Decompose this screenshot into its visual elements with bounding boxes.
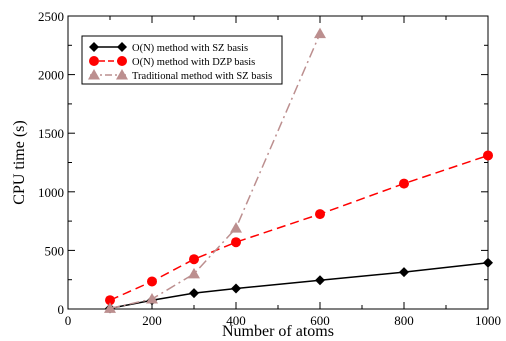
data-point [315, 275, 325, 286]
legend-entry-label: Traditional method with SZ basis [132, 71, 272, 82]
data-point [231, 237, 241, 248]
series-layer [104, 27, 493, 314]
legend-box [81, 35, 283, 85]
series-line [109, 33, 321, 310]
data-point [231, 283, 241, 294]
series-2 [105, 150, 493, 306]
x-tick-label: 1000 [475, 313, 501, 328]
data-point [399, 267, 409, 278]
data-point [189, 254, 199, 265]
data-point [189, 288, 199, 299]
series-line [109, 154, 489, 301]
data-point [483, 257, 493, 268]
series-1 [105, 257, 493, 314]
y-tick-label: 1500 [38, 126, 64, 141]
y-tick-label: 2000 [38, 68, 64, 83]
data-point [146, 293, 158, 304]
legend-entry-label: O(N) method with DZP basis [132, 57, 255, 68]
data-point [314, 27, 326, 39]
series-line [109, 261, 489, 310]
y-tick-label: 500 [45, 243, 65, 258]
data-point [104, 302, 116, 313]
x-tick-label: 400 [226, 313, 246, 328]
x-tick-label: 0 [65, 313, 72, 328]
series-3 [104, 27, 326, 313]
x-tick-label: 200 [142, 313, 162, 328]
y-axis-label: CPU time (s) [11, 120, 28, 204]
legend-marker [89, 42, 99, 52]
data-point [483, 150, 493, 161]
y-tick-label: 2500 [38, 9, 64, 24]
legend-marker [116, 69, 128, 80]
legend-entry-label: O(N) method with SZ basis [132, 43, 248, 54]
y-tick-label: 1000 [38, 185, 64, 200]
legend: O(N) method with SZ basis O(N) method wit… [81, 35, 283, 85]
data-point [399, 178, 409, 189]
legend-marker [88, 69, 100, 80]
x-tick-label: 800 [394, 313, 414, 328]
data-point [315, 209, 325, 220]
data-point [230, 222, 242, 233]
data-point [105, 295, 115, 306]
legend-marker [89, 56, 99, 66]
legend-marker [117, 42, 127, 52]
legend-marker [117, 56, 127, 66]
axis-ticks: 0 200 400 600 800 1000 0 500 1000 1500 2000 2500 [38, 9, 501, 328]
x-tick-label: 600 [310, 313, 330, 328]
x-axis-label: Number of atoms [222, 323, 334, 340]
data-point [188, 267, 200, 279]
y-tick-label: 0 [58, 302, 65, 317]
data-point [147, 276, 157, 287]
